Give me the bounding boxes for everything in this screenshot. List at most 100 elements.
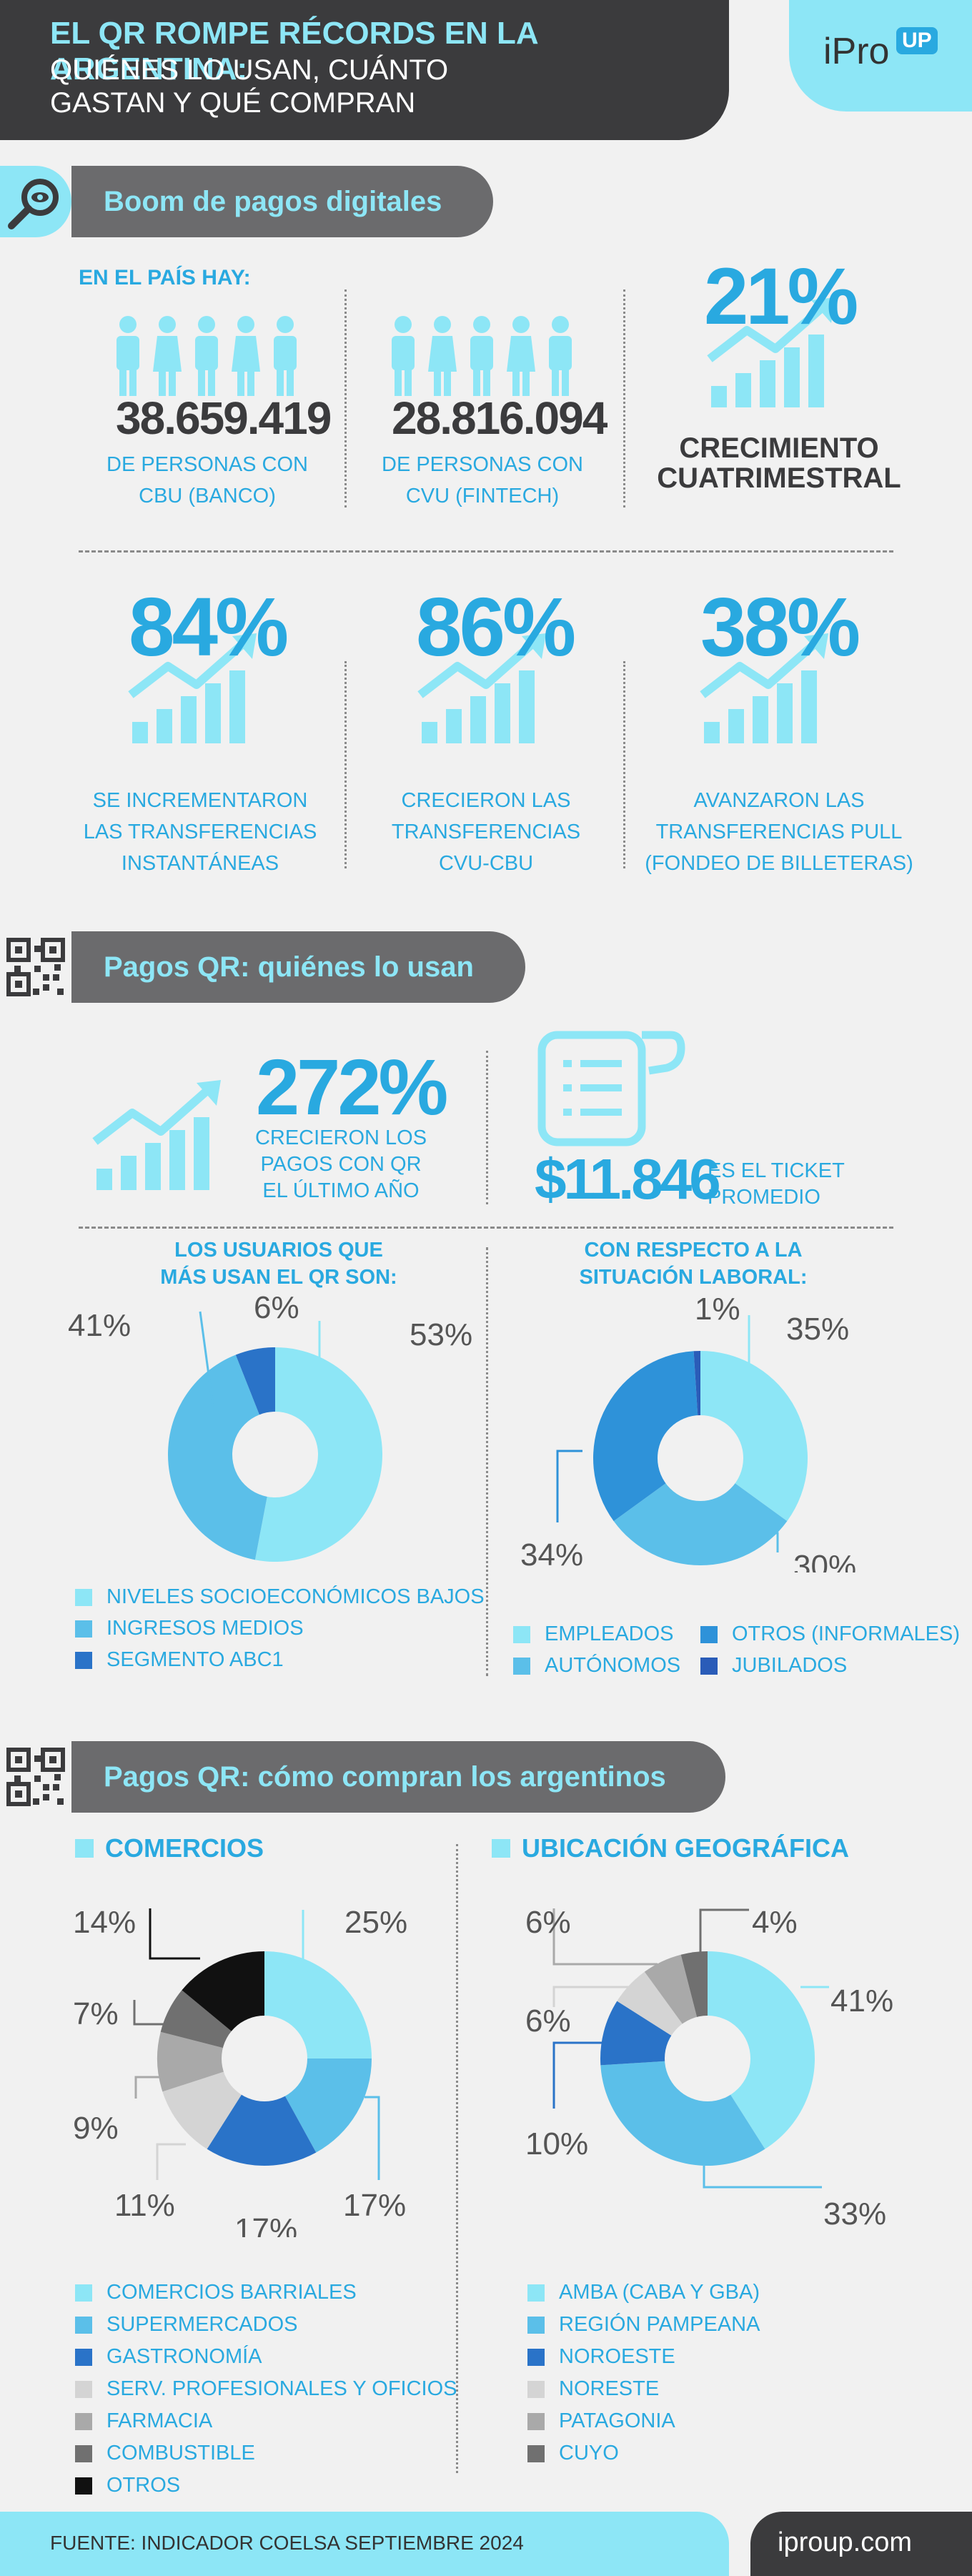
cbu-caption: DE PERSONAS CON CBU (BANCO) <box>86 449 329 512</box>
receipt-icon <box>537 1031 685 1146</box>
legend-label: INGRESOS MEDIOS <box>106 1617 304 1640</box>
users-heading-line: MÁS USAN EL QR SON: <box>160 1266 397 1289</box>
legend-swatch <box>75 1588 92 1606</box>
leader-line <box>552 1986 633 2007</box>
logo-text: iPro <box>823 31 890 72</box>
qr-growth-line: CRECIERON LOS <box>254 1126 427 1149</box>
person-head <box>237 316 254 333</box>
person-body <box>549 336 572 370</box>
legend-swatch <box>75 2284 92 2302</box>
legend-label: COMERCIOS BARRIALES <box>106 2281 357 2304</box>
qr-module <box>33 1798 39 1805</box>
pie-slice <box>167 1354 275 1560</box>
growth-bar <box>777 683 793 743</box>
person-leg <box>562 369 569 396</box>
legend-swatch <box>513 1657 530 1675</box>
labor-heading-line: CON RESPECTO A LA <box>584 1239 803 1262</box>
cbu-caption-line1: DE PERSONAS CON <box>106 453 308 476</box>
ticket-caption-line: ES EL TICKET <box>708 1159 845 1182</box>
stat-caption-line: AVANZARON LAS <box>693 789 865 812</box>
stat-caption-line: LAS TRANSFERENCIAS <box>83 821 317 843</box>
slice-percent-label: 41% <box>68 1308 131 1343</box>
qr-finder-dot <box>15 1790 22 1798</box>
footer-source: FUENTE: INDICADOR COELSA SEPTIEMBRE 2024 <box>50 2532 524 2554</box>
bullet-square <box>75 1839 94 1858</box>
growth-bar <box>801 670 817 743</box>
person-head <box>434 316 451 333</box>
qr-module <box>14 1775 21 1782</box>
legend-swatch <box>527 2444 545 2462</box>
divider <box>486 1051 488 1204</box>
person-body <box>392 336 415 370</box>
footer-url-bar[interactable]: iproup.com <box>750 2512 972 2576</box>
pie-slice <box>708 1951 815 2149</box>
legend-label: CUYO <box>559 2442 619 2464</box>
qr-finder-dot <box>49 946 56 953</box>
growth-arrow-line <box>417 638 537 698</box>
cvu-caption: DE PERSONAS CON CVU (FINTECH) <box>361 449 604 512</box>
growth-bar <box>181 696 197 743</box>
growth-label: CRECIMIENTO CUATRIMESTRAL <box>647 433 911 493</box>
slice-percent-label: 9% <box>73 2111 119 2146</box>
legend-item: NIVELES SOCIOECONÓMICOS BAJOS <box>75 1585 485 1609</box>
growth-bar <box>157 709 172 743</box>
slice-percent-label: 6% <box>525 1905 571 1940</box>
magnifier-icon <box>0 166 71 237</box>
growth-chart-icon <box>700 633 828 743</box>
qr-finder-dot <box>15 981 22 988</box>
ticket-value: $11.846 <box>535 1147 721 1211</box>
ubicacion-heading: UBICACIÓN GEOGRÁFICA <box>492 1833 849 1863</box>
footer-url-link[interactable]: iproup.com <box>778 2527 912 2557</box>
legend-label: NIVELES SOCIOECONÓMICOS BAJOS <box>106 1585 485 1608</box>
person-leg <box>208 369 215 396</box>
person-leg <box>522 369 530 396</box>
person-body <box>116 336 139 370</box>
growth-bar <box>704 722 720 743</box>
legend-swatch <box>75 1620 92 1638</box>
section-header-quienes: Pagos QR: quiénes lo usan <box>71 931 525 1003</box>
stat-percentage: 86% <box>416 580 576 673</box>
qr-growth-line: PAGOS CON QR <box>260 1153 422 1176</box>
donut-hole <box>658 1415 743 1501</box>
growth-bar <box>121 1156 137 1190</box>
qr-module <box>33 989 39 995</box>
growth-arrow-head <box>522 633 546 659</box>
growth-label-line2: CUATRIMESTRAL <box>657 462 901 494</box>
qr-finder-dot <box>15 946 22 953</box>
stat-caption-line: CVU-CBU <box>438 852 534 875</box>
pie-slice <box>700 1351 808 1522</box>
legend-item: GASTRONOMÍA <box>75 2345 262 2369</box>
growth-bar <box>728 709 744 743</box>
legend-item: NORESTE <box>527 2377 659 2401</box>
qr-finder <box>41 938 65 962</box>
person-leg <box>552 369 559 396</box>
slice-percent-label: 6% <box>525 2003 571 2038</box>
growth-bar <box>470 696 486 743</box>
legend-swatch <box>527 2348 545 2366</box>
growth-bar <box>784 347 800 407</box>
slice-percent-label: 17% <box>343 2188 406 2223</box>
qr-finder <box>6 1782 31 1806</box>
qr-code-icon <box>0 1741 71 1813</box>
slice-percent-label: 11% <box>114 2188 175 2223</box>
ubicacion-donut-chart: 41% 33% 10% 6% 6% 4% <box>525 1905 893 2231</box>
divider <box>79 550 893 553</box>
person-leg <box>287 369 294 396</box>
comercios-heading-text: COMERCIOS <box>105 1833 264 1863</box>
slice-percent-label: 33% <box>823 2196 886 2231</box>
person-leg <box>247 369 254 396</box>
bullet-square <box>492 1839 510 1858</box>
section-header-como: Pagos QR: cómo compran los argentinos <box>71 1741 725 1813</box>
section-title: Boom de pagos digitales <box>104 186 442 217</box>
growth-arrow-head <box>811 297 835 323</box>
leader-line <box>364 2096 380 2180</box>
qr-module <box>34 1755 41 1762</box>
legend-item: NOROESTE <box>527 2345 675 2369</box>
page-title: EL QR ROMPE RÉCORDS EN LA ARGENTINA: <box>50 16 538 86</box>
iproup-logo[interactable]: iPro UP <box>789 0 972 112</box>
leader-line <box>156 2143 186 2180</box>
slice-percent-label: 34% <box>520 1537 583 1572</box>
legend-item: COMERCIOS BARRIALES <box>75 2281 357 2304</box>
growth-chart-icon <box>128 633 257 743</box>
leader-line <box>134 2076 166 2099</box>
